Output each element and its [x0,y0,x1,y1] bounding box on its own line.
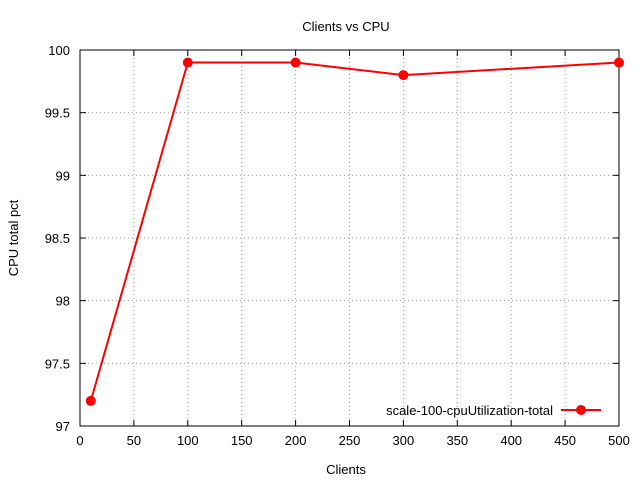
legend-label: scale-100-cpuUtilization-total [386,403,553,418]
x-tick-label: 50 [127,433,141,448]
legend-marker-swatch [576,405,586,415]
y-tick-label: 97.5 [45,356,70,371]
y-tick-label: 99.5 [45,106,70,121]
y-tick-label: 98 [56,294,70,309]
series-layer [85,57,624,406]
x-tick-label: 100 [177,433,199,448]
x-axis-title: Clients [326,462,366,477]
axis-ticks [79,49,620,427]
x-tick-label: 500 [608,433,630,448]
x-axis-tick-labels: 0 50 100 150 200 250 300 350 400 450 500 [76,433,629,448]
x-tick-label: 400 [500,433,522,448]
data-point [290,57,301,68]
x-tick-label: 250 [339,433,361,448]
y-tick-label: 100 [48,43,70,58]
y-tick-label: 98.5 [45,231,70,246]
data-point [398,70,409,81]
data-point [85,395,96,406]
grid-lines [80,50,619,426]
legend: scale-100-cpuUtilization-total [386,403,601,418]
chart-title: Clients vs CPU [302,19,389,34]
y-tick-label: 99 [56,168,70,183]
x-tick-label: 0 [76,433,83,448]
x-tick-label: 150 [231,433,253,448]
y-axis-tick-labels: 97 97.5 98 98.5 99 99.5 100 [45,43,70,434]
x-tick-label: 200 [285,433,307,448]
data-point [182,57,193,68]
x-tick-label: 350 [446,433,468,448]
series-line [89,61,620,402]
y-axis-title: CPU total pct [6,199,21,276]
y-tick-label: 97 [56,419,70,434]
x-tick-label: 300 [393,433,415,448]
data-point [614,57,624,68]
x-tick-label: 450 [554,433,576,448]
